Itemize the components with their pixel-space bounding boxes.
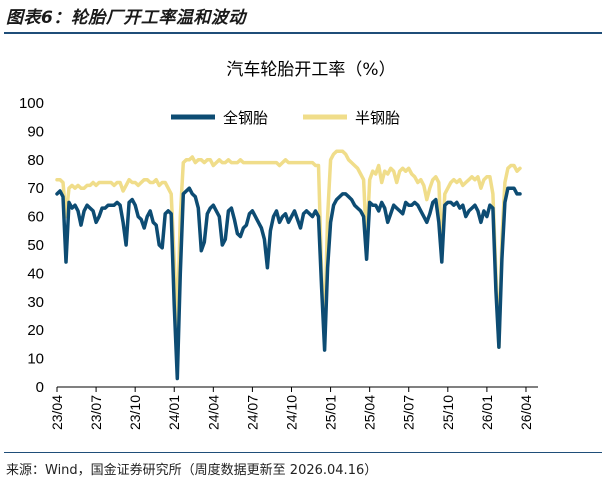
x-tick-label: 26/04 [518,395,534,430]
x-tick-label: 26/01 [479,395,495,430]
series-line-full-steel [55,186,522,381]
y-tick-label: 80 [27,152,44,169]
legend-label: 全钢胎 [223,109,268,127]
x-tick-label: 24/01 [166,395,182,430]
series-line-semi-steel [55,149,522,349]
legend-label: 半钢胎 [355,109,400,127]
chart-title: 汽车轮胎开工率（%） [226,60,395,80]
x-tick-label: 25/07 [401,395,417,430]
x-tick-label: 23/07 [88,395,104,430]
x-tick-label: 23/10 [127,395,143,430]
x-tick-label: 24/10 [283,395,299,430]
y-tick-label: 60 [27,209,44,226]
y-tick-label: 70 [27,180,44,197]
x-tick-label: 25/10 [440,395,456,430]
top-rule [4,32,602,34]
y-tick-label: 50 [27,237,44,254]
x-tick-label: 25/01 [323,395,339,430]
y-tick-label: 0 [36,379,44,396]
series-layer [55,149,522,381]
y-tick-label: 90 [27,123,44,140]
y-tick-label: 40 [27,265,44,282]
figure-title: 图表6：轮胎厂开工率温和波动 [6,8,246,28]
x-tick-label: 24/07 [244,395,260,430]
y-tick-label: 100 [19,95,44,112]
y-tick-label: 30 [27,294,44,311]
bottom-rule [4,452,602,453]
legend: 全钢胎 半钢胎 [171,109,400,127]
y-tick-label: 10 [27,351,44,368]
x-tick-label: 23/04 [49,395,65,430]
y-axis: 0 10 20 30 40 50 60 70 80 90 100 [19,95,44,396]
y-tick-label: 20 [27,322,44,339]
x-tick-label: 24/04 [205,395,221,430]
source-note: 来源：Wind，国金证券研究所（周度数据更新至 2026.04.16） [6,463,378,478]
x-axis: 23/04 23/07 23/10 24/01 24/04 24/07 24/10 25/01… [49,387,534,430]
x-tick-label: 25/04 [362,395,378,430]
